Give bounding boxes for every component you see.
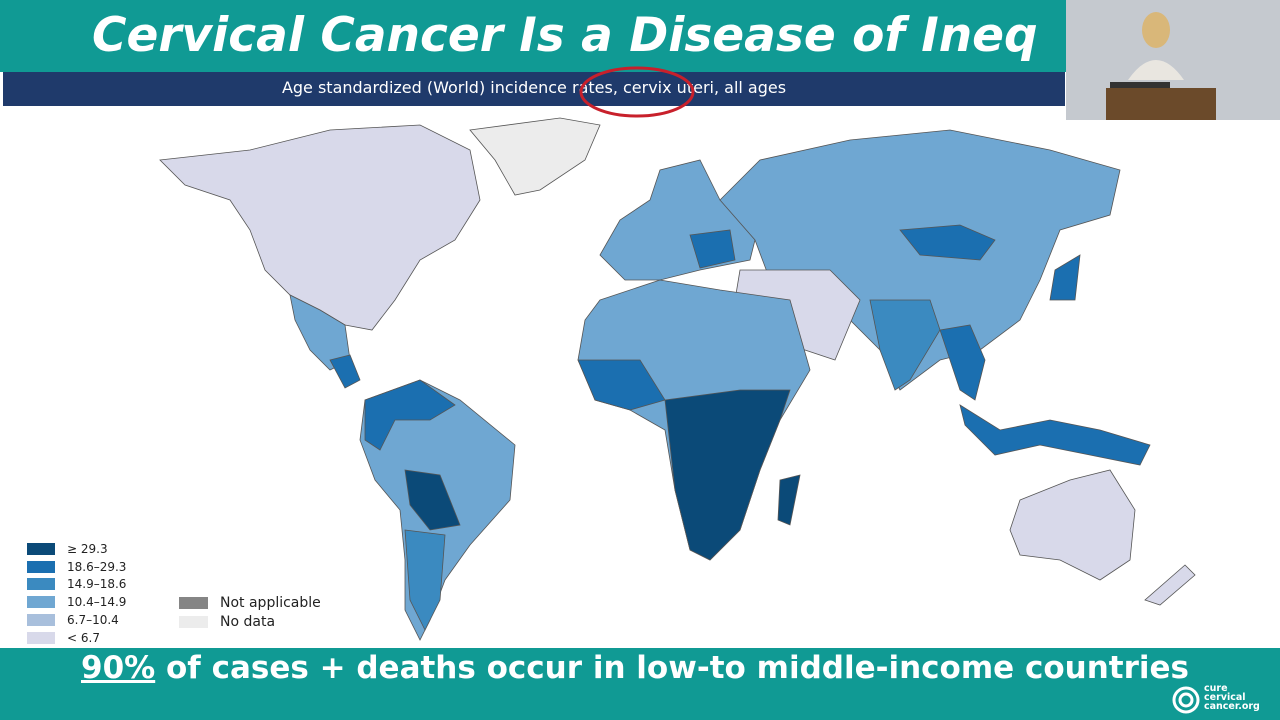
- legend-item: No data: [179, 612, 321, 631]
- legend-item: Not applicable: [179, 593, 321, 612]
- legend-swatch: [27, 631, 55, 644]
- legend-swatch: [27, 614, 55, 627]
- indonesia-png: [959, 404, 1151, 466]
- eastern-europe: [689, 229, 736, 269]
- legend-item: 10.4–14.9: [27, 593, 126, 611]
- sub-saharan-africa: [664, 389, 791, 561]
- legend-label: Not applicable: [220, 594, 321, 611]
- legend-label: ≥ 29.3: [67, 541, 108, 556]
- logo-line: cure: [1204, 683, 1228, 694]
- map-subtitle: Age standardized (World) incidence rates…: [3, 72, 1065, 106]
- legend-item: < 6.7: [27, 629, 126, 647]
- highlight-circle: [579, 66, 695, 118]
- southeast-asia: [939, 324, 986, 401]
- legend-swatch: [179, 615, 208, 628]
- slide-title: Cervical Cancer Is a Disease of Ineq: [92, 8, 1038, 63]
- legend: ≥ 29.3 18.6–29.3 14.9–18.6 10.4–14.9 6.7–10.…: [27, 540, 126, 647]
- legend-label: No data: [220, 613, 276, 630]
- southern-cone: [404, 529, 446, 631]
- new-zealand: [1144, 564, 1196, 606]
- legend-item: 18.6–29.3: [27, 558, 126, 576]
- legend-swatch: [179, 596, 208, 609]
- logo-line: cancer.org: [1204, 701, 1260, 712]
- legend-label: < 6.7: [67, 630, 100, 645]
- speaker-video: [1066, 0, 1280, 120]
- legend-swatch: [27, 542, 55, 555]
- legend-label: 10.4–14.9: [67, 595, 127, 610]
- legend-swatch: [27, 578, 55, 591]
- footer-message: of cases + deaths occur in low-to middle…: [155, 650, 1189, 686]
- logo-text: cure cervical cancer.org: [1204, 683, 1260, 712]
- footer-highlight: 90%: [81, 650, 156, 686]
- legend-item: 14.9–18.6: [27, 576, 126, 594]
- europe: [599, 159, 761, 281]
- legend-label: 18.6–29.3: [67, 559, 127, 574]
- india: [869, 299, 941, 391]
- madagascar: [777, 474, 801, 526]
- japan: [1049, 254, 1081, 301]
- mongolia: [899, 224, 996, 261]
- north-america: [159, 124, 481, 331]
- legend-label: 6.7–10.4: [67, 613, 119, 628]
- legend-other: Not applicable No data: [179, 593, 321, 631]
- title-bar: [0, 0, 1066, 72]
- west-africa: [577, 359, 666, 411]
- speaker-scene: [1066, 0, 1280, 120]
- australia: [1009, 469, 1136, 581]
- footer-bar: [0, 648, 1280, 720]
- footer-text: 90% of cases + deaths occur in low-to mi…: [0, 650, 1270, 686]
- northern-south-america: [364, 379, 456, 451]
- legend-item: 6.7–10.4: [27, 611, 126, 629]
- bolivia-paraguay: [404, 469, 461, 531]
- logo-line: cervical: [1204, 692, 1246, 703]
- greenland: [469, 117, 601, 196]
- legend-label: 14.9–18.6: [67, 577, 127, 592]
- legend-swatch: [27, 560, 55, 573]
- legend-item: ≥ 29.3: [27, 540, 126, 558]
- legend-swatch: [27, 596, 55, 609]
- logo-icon: [1172, 686, 1200, 714]
- central-america: [329, 354, 361, 389]
